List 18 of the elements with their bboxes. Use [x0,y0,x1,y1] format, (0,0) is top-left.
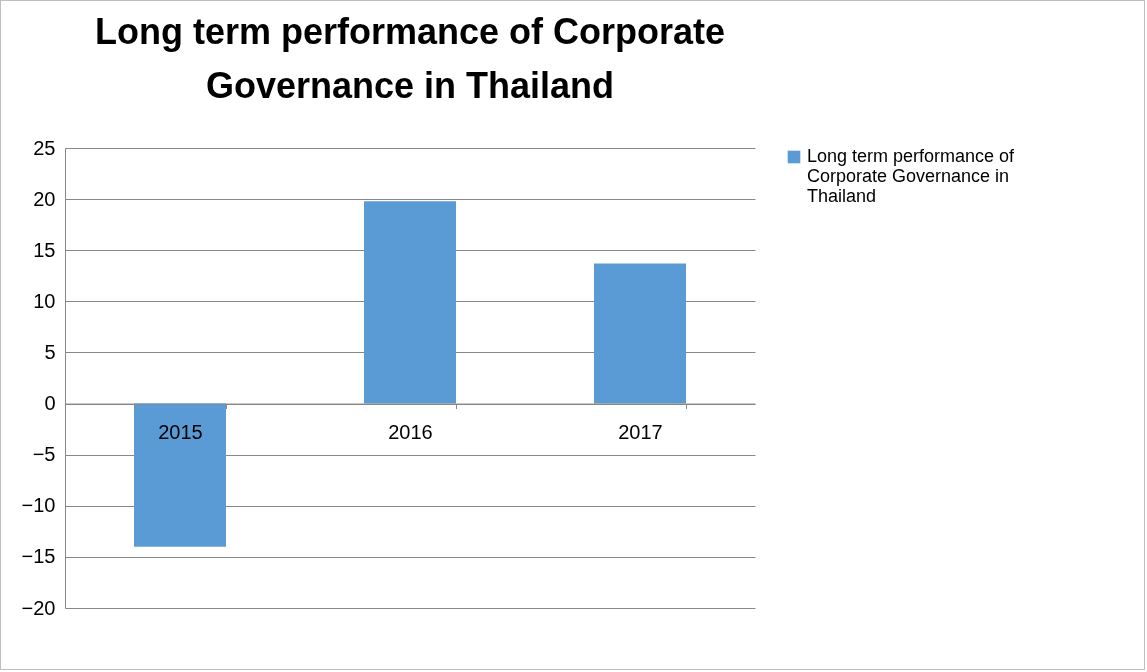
y-tick-label: 0 [44,392,56,415]
bar [364,201,456,404]
y-tick-label: −10 [21,494,56,517]
x-tick-label: 2017 [618,421,663,444]
y-tick-label: −15 [21,545,56,568]
y-tick-label: −5 [32,443,56,466]
y-tick-label: 15 [33,238,56,261]
x-tick-label: 2015 [158,421,203,444]
y-tick-label: 10 [33,289,56,312]
bar [594,263,686,404]
y-tick-label: 5 [44,340,56,363]
bar [134,403,226,547]
y-tick-label: −20 [21,596,56,619]
y-tick-label: 25 [33,136,56,159]
x-tick-label: 2016 [388,421,433,444]
chart-title: Long term performance of Corporate Governance in Thailand [94,11,726,106]
y-tick-label: 20 [33,187,56,210]
legend-label: Long term performance of Corporate Governance in Thailand [807,146,1016,206]
